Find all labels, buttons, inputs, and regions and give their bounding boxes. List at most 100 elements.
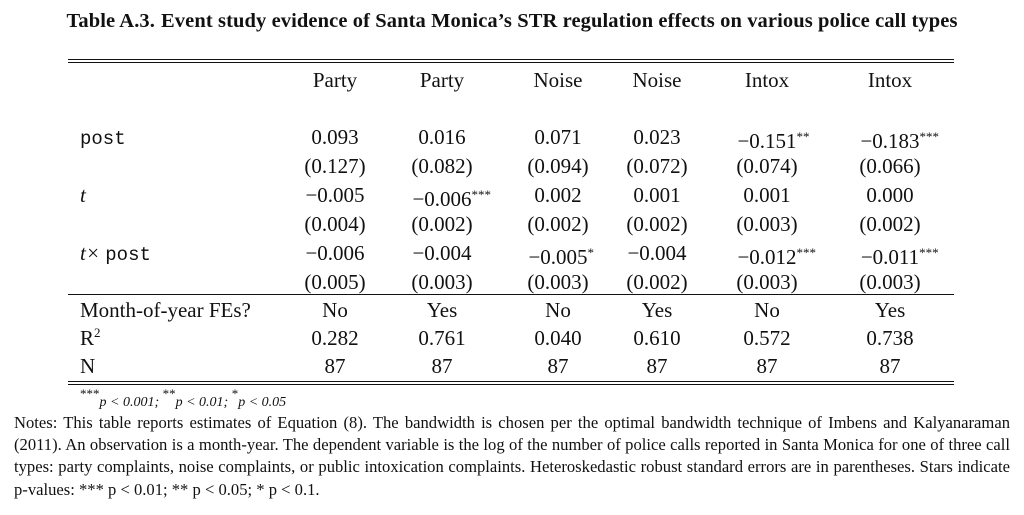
column-header-row: Party Party Noise Noise Intox Intox <box>0 66 1024 94</box>
row-label-text: post <box>105 244 151 266</box>
column-header-value: Noise <box>533 68 583 92</box>
estimate-cell-value: −0.006 <box>305 241 365 265</box>
column-header-value: Party <box>312 68 358 92</box>
std-error-cell: (0.002) <box>605 268 709 296</box>
estimate-cell: −0.006*** <box>412 187 492 211</box>
table-title: Event study evidence of Santa Monica’s S… <box>161 10 958 32</box>
estimate-row: post 0.093 0.016 0.071 0.023 −0.151** −0.183**… <box>0 123 1024 153</box>
statistic-row: R2 0.282 0.761 0.040 0.610 0.572 0.738 <box>0 324 1024 352</box>
std-error-cell: (0.082) <box>390 152 494 180</box>
std-error-cell-value: (0.004) <box>304 212 366 236</box>
estimate-cell: −0.012*** <box>737 245 817 269</box>
bottom-rule-1 <box>68 381 954 382</box>
estimate-cell: −0.004 <box>605 239 709 267</box>
column-header: Noise <box>506 66 610 94</box>
estimate-cell-value: 0.093 <box>311 125 359 149</box>
estimate-cell-value: 0.023 <box>633 125 681 149</box>
std-error-cell: (0.002) <box>390 210 494 238</box>
statistic-cell: No <box>715 296 819 324</box>
std-error-cell: (0.072) <box>605 152 709 180</box>
std-error-cell-value: (0.003) <box>527 270 589 294</box>
statistic-cell-value: No <box>322 298 348 322</box>
column-header: Intox <box>715 66 819 94</box>
table-notes: Notes: This table reports estimates of E… <box>14 413 1010 499</box>
row-label-superscript: 2 <box>94 325 101 340</box>
statistic-cell-value: 0.040 <box>534 326 582 350</box>
row-label: post <box>80 123 126 153</box>
estimate-cell: 0.001 <box>605 181 709 209</box>
statistic-cell-value: 0.610 <box>633 326 681 350</box>
statistic-cell: 87 <box>506 352 610 380</box>
statistic-cell: 87 <box>838 352 942 380</box>
statistic-cell: 0.572 <box>715 324 819 352</box>
std-error-cell-value: (0.002) <box>859 212 921 236</box>
estimate-cell-value: −0.011 <box>860 245 920 269</box>
estimate-cell: −0.004 <box>390 239 494 267</box>
column-header-value: Noise <box>632 68 682 92</box>
std-error-cell: (0.002) <box>605 210 709 238</box>
std-error-cell-value: (0.002) <box>411 212 473 236</box>
statistic-cell-value: 0.761 <box>418 326 466 350</box>
std-error-cell-value: (0.002) <box>527 212 589 236</box>
sig-one-text: p < 0.05 <box>238 395 287 410</box>
row-label: N <box>80 352 95 380</box>
std-error-cell-value: (0.074) <box>736 154 798 178</box>
estimate-cell-value: −0.006 <box>412 187 472 211</box>
statistic-cell: 87 <box>715 352 819 380</box>
sig-one-stars: * <box>231 386 239 401</box>
statistic-cell: 87 <box>283 352 387 380</box>
row-label: t× post <box>80 239 151 269</box>
std-error-cell: (0.003) <box>715 268 819 296</box>
estimate-row: t −0.005 −0.006*** 0.002 0.001 0.001 0.000 <box>0 181 1024 211</box>
statistic-cell: Yes <box>838 296 942 324</box>
std-error-cell: (0.003) <box>838 268 942 296</box>
statistic-cell: Yes <box>605 296 709 324</box>
statistic-cell-value: 87 <box>547 354 569 378</box>
std-error-cell-value: (0.094) <box>527 154 589 178</box>
row-label-text: N <box>80 354 96 378</box>
std-error-cell: (0.003) <box>390 268 494 296</box>
column-header: Intox <box>838 66 942 94</box>
top-rule-2 <box>68 62 954 63</box>
estimate-cell-value: −0.004 <box>412 241 472 265</box>
statistic-cell-value: Yes <box>641 298 673 322</box>
statistic-cell-value: 0.738 <box>866 326 914 350</box>
column-header: Party <box>390 66 494 94</box>
std-error-cell-value: (0.002) <box>626 212 688 236</box>
row-label-text: Month-of-year FEs? <box>80 298 251 322</box>
estimate-cell: −0.011*** <box>860 245 939 269</box>
std-error-cell-value: (0.066) <box>859 154 921 178</box>
estimate-cell-value: −0.183 <box>860 129 920 153</box>
std-error-cell-value: (0.127) <box>304 154 366 178</box>
std-error-cell: (0.074) <box>715 152 819 180</box>
std-error-cell: (0.003) <box>715 210 819 238</box>
row-label-text: R <box>80 326 95 350</box>
row-label: R2 <box>80 324 101 352</box>
statistic-cell: 0.282 <box>283 324 387 352</box>
estimate-cell: 0.023 <box>605 123 709 151</box>
std-error-cell: (0.002) <box>506 210 610 238</box>
statistic-cell: No <box>283 296 387 324</box>
row-label-text: post <box>80 128 126 150</box>
column-header-value: Intox <box>867 68 913 92</box>
row-label-prefix: t× <box>80 241 101 265</box>
estimate-cell: −0.006 <box>283 239 387 267</box>
estimate-cell: 0.002 <box>506 181 610 209</box>
row-label: Month-of-year FEs? <box>80 296 251 324</box>
std-error-cell: (0.094) <box>506 152 610 180</box>
statistic-cell: 87 <box>605 352 709 380</box>
std-error-cell-value: (0.002) <box>626 270 688 294</box>
std-error-cell: (0.127) <box>283 152 387 180</box>
statistic-cell-value: 0.282 <box>311 326 359 350</box>
statistic-cell-value: 87 <box>646 354 668 378</box>
estimate-cell: −0.005* <box>528 245 595 269</box>
column-header-value: Intox <box>744 68 790 92</box>
std-error-cell-value: (0.072) <box>626 154 688 178</box>
estimate-cell-value: 0.000 <box>866 183 914 207</box>
statistic-cell-value: Yes <box>426 298 458 322</box>
estimate-cell: −0.183*** <box>860 129 940 153</box>
column-header: Party <box>283 66 387 94</box>
std-error-row: (0.127) (0.082) (0.094) (0.072) (0.074) (0.06… <box>0 152 1024 180</box>
statistic-cell: 0.738 <box>838 324 942 352</box>
statistic-cell-value: No <box>545 298 571 322</box>
